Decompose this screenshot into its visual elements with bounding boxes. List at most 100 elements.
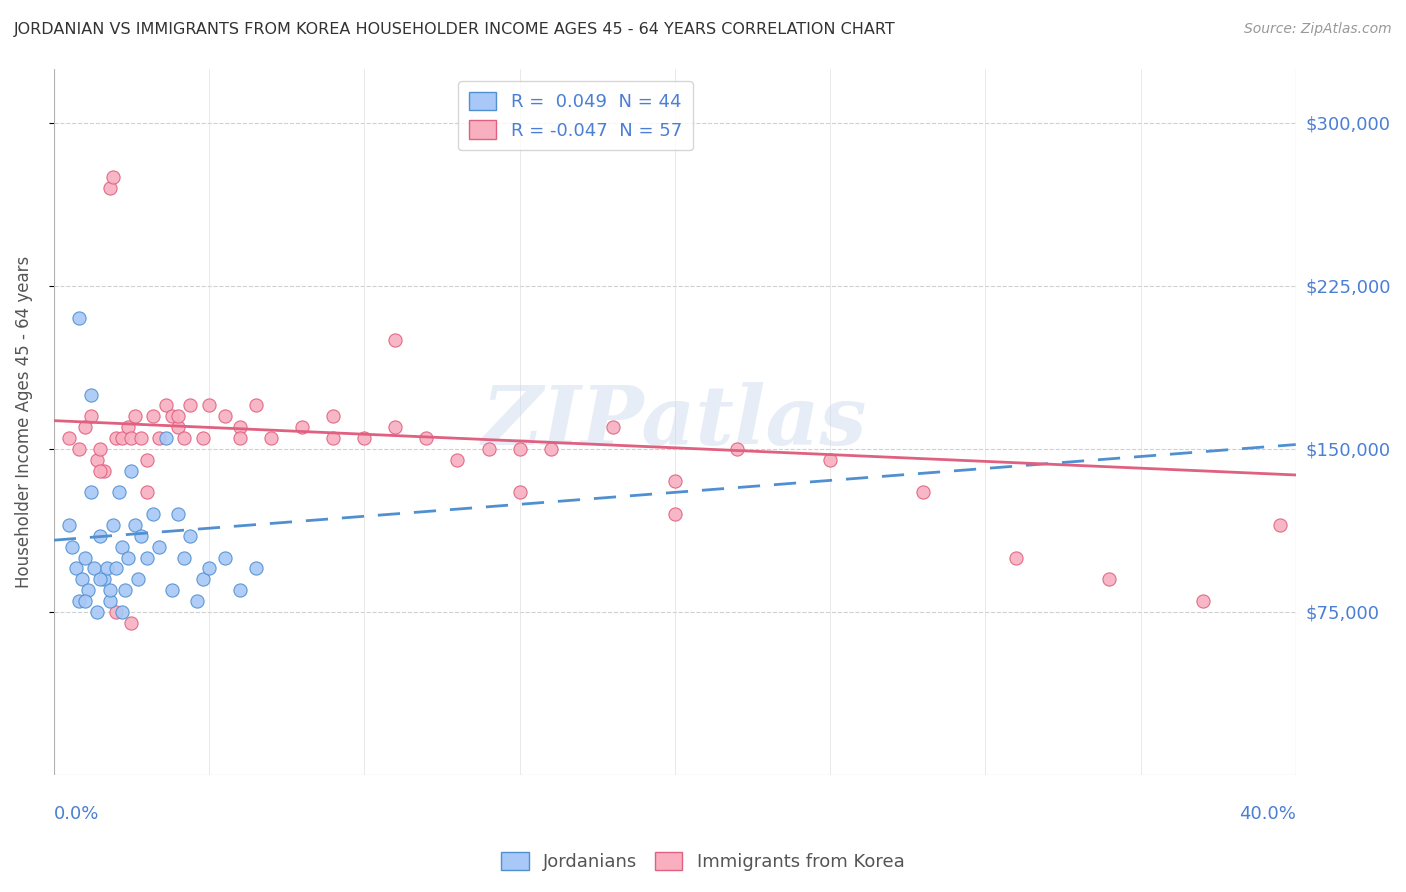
Point [214,550,236,565]
Point [96,561,118,575]
Legend: Jordanians, Immigrants from Korea: Jordanians, Immigrants from Korea [495,845,911,879]
Point [83,561,105,575]
Point [509,442,531,456]
Point [114,583,136,598]
Point [160,409,183,424]
Point [173,431,195,445]
Point [191,431,214,445]
Legend: R =  0.049  N = 44, R = -0.047  N = 57: R = 0.049 N = 44, R = -0.047 N = 57 [458,81,693,151]
Point [117,420,139,434]
Point [173,550,195,565]
Point [186,594,208,608]
Point [415,431,437,445]
Point [446,452,468,467]
Point [155,399,177,413]
Point [93,572,115,586]
Point [155,431,177,445]
Point [912,485,935,500]
Point [80,485,103,500]
Point [111,605,134,619]
Point [191,572,214,586]
Point [80,387,103,401]
Point [245,561,267,575]
Point [198,561,221,575]
Point [117,550,139,565]
Point [101,170,124,185]
Point [664,475,686,489]
Point [602,420,624,434]
Point [98,181,121,195]
Text: 0.0%: 0.0% [53,805,100,823]
Point [73,594,96,608]
Point [229,583,252,598]
Point [124,518,146,533]
Point [104,431,127,445]
Point [136,452,159,467]
Point [127,572,149,586]
Point [80,409,103,424]
Point [179,529,201,543]
Point [98,583,121,598]
Point [229,431,252,445]
Point [818,452,841,467]
Point [136,485,159,500]
Point [291,420,314,434]
Point [167,409,190,424]
Point [104,561,127,575]
Point [89,529,111,543]
Point [260,431,283,445]
Point [322,431,344,445]
Point [89,572,111,586]
Point [384,420,406,434]
Point [1098,572,1121,586]
Point [111,540,134,554]
Point [98,594,121,608]
Point [89,442,111,456]
Point [104,605,127,619]
Point [58,431,80,445]
Point [148,431,170,445]
Point [124,409,146,424]
Point [142,507,165,521]
Point [725,442,748,456]
Text: 40.0%: 40.0% [1239,805,1296,823]
Point [101,518,124,533]
Point [86,605,108,619]
Text: JORDANIAN VS IMMIGRANTS FROM KOREA HOUSEHOLDER INCOME AGES 45 - 64 YEARS CORRELA: JORDANIAN VS IMMIGRANTS FROM KOREA HOUSE… [14,22,896,37]
Point [509,485,531,500]
Y-axis label: Householder Income Ages 45 - 64 years: Householder Income Ages 45 - 64 years [15,256,32,588]
Point [1191,594,1213,608]
Point [198,399,221,413]
Point [322,409,344,424]
Point [167,420,190,434]
Point [120,431,142,445]
Point [477,442,499,456]
Point [67,442,90,456]
Text: ZIPatlas: ZIPatlas [482,382,868,462]
Point [540,442,562,456]
Point [67,594,90,608]
Point [179,399,201,413]
Point [160,583,183,598]
Point [148,540,170,554]
Point [86,452,108,467]
Point [89,464,111,478]
Point [73,550,96,565]
Point [136,550,159,565]
Point [245,399,267,413]
Point [129,431,152,445]
Point [353,431,375,445]
Point [93,464,115,478]
Point [1005,550,1028,565]
Point [384,333,406,347]
Point [120,464,142,478]
Point [77,583,100,598]
Point [62,540,84,554]
Point [214,409,236,424]
Point [142,409,165,424]
Point [108,485,131,500]
Point [111,431,134,445]
Point [664,507,686,521]
Point [1270,518,1292,533]
Point [67,311,90,326]
